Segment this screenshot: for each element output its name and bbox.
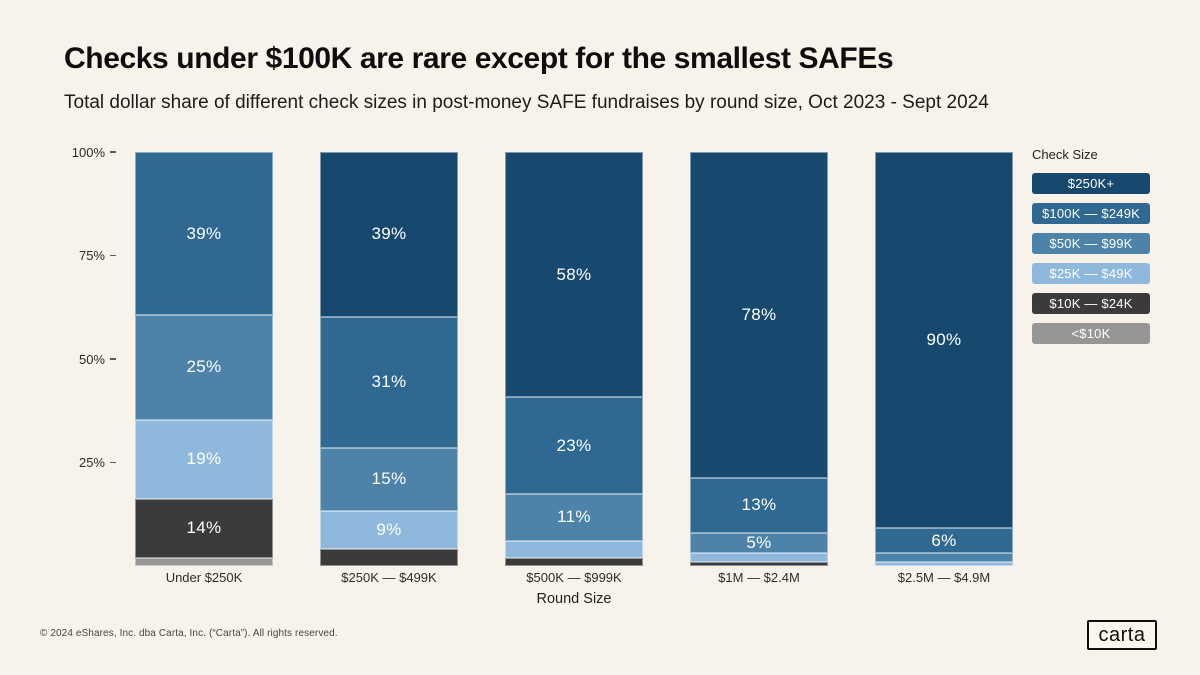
segment-value-label: 90% [926,330,962,350]
segment-value-label: 78% [741,305,777,325]
y-tick: 50% [38,351,116,367]
bar-segment: 5% [690,532,828,554]
bar-segment: 31% [320,316,458,448]
bar-segment: 39% [135,152,273,316]
bar-segment [135,557,273,566]
bar-segment [875,561,1013,566]
bar-segment: 39% [320,152,458,317]
bar-column: 58% 23% 11% [505,152,643,566]
segment-value-label: 58% [556,264,592,284]
legend-item: $10K — $24K [1032,293,1150,314]
legend-title: Check Size [1032,147,1098,162]
y-tick: 100% [38,144,116,160]
legend-item: $50K — $99K [1032,233,1150,254]
y-tick-mark [110,358,116,360]
bar-segment [875,553,1013,562]
legend-item: <$10K [1032,323,1150,344]
bar-segment: 9% [320,511,458,550]
y-tick-label: 75% [78,248,105,263]
y-tick: 25% [38,455,116,471]
bar-segment: 14% [135,499,273,558]
bar-segment [320,549,458,566]
segment-value-label: 39% [371,224,407,244]
bar-column: 78% 13% 5% [690,152,828,566]
y-tick: 75% [38,248,116,264]
bar-column: 90% 6% [875,152,1013,566]
y-tick-label: 25% [78,455,105,470]
bar-segment [505,540,643,558]
x-tick-label: $2.5M — $4.9M [897,570,991,585]
segment-value-label: 39% [186,223,222,243]
segment-value-label: 9% [376,520,402,540]
bar-segment: 78% [690,152,828,479]
bar-segment: 25% [135,315,273,420]
bar-segment: 11% [505,494,643,541]
segment-value-label: 14% [186,518,222,538]
x-axis-title: Round Size [536,591,612,607]
footer-copyright: © 2024 eShares, Inc. dba Carta, Inc. (“C… [40,628,338,639]
bar-segment: 90% [875,152,1013,529]
carta-logo: carta [1087,620,1157,650]
segment-value-label: 25% [186,357,222,377]
bar-segment [690,561,828,566]
segment-value-label: 19% [186,449,222,469]
bar-segment: 13% [690,478,828,533]
bar-column: 39% 31% 15% 9% [320,152,458,566]
x-tick-label: $500K — $999K [526,570,622,585]
chart-subtitle: Total dollar share of different check si… [64,92,989,113]
y-tick-mark [110,151,116,153]
plot-area: 39% 25% 19% 14% 39% 31% 15% 9% 58% 23% 11% 78% 13% 5%… [135,152,1013,566]
y-tick-mark [110,254,116,257]
x-tick-label: $250K — $499K [341,570,437,585]
bar-segment: 15% [320,447,458,512]
bar-segment: 23% [505,397,643,495]
bar-segment: 58% [505,152,643,398]
bar-segment: 19% [135,419,273,500]
y-tick-label: 50% [78,351,105,367]
bar-segment [690,553,828,562]
bar-segment: 6% [875,528,1013,554]
legend-item: $100K — $249K [1032,203,1150,224]
carta-logo-text: carta [1098,623,1146,646]
segment-value-label: 31% [371,372,407,392]
segment-value-label: 11% [557,507,591,527]
segment-value-label: 5% [746,532,772,552]
legend-item: $250K+ [1032,173,1150,194]
x-tick-label: Under $250K [165,570,243,585]
y-tick-label: 100% [71,144,105,160]
legend-items: $250K+ $100K — $249K $50K — $99K $25K — $49… [1032,173,1150,344]
bar-segment [505,557,643,566]
chart-title: Checks under $100K are rare except for t… [64,42,894,75]
segment-value-label: 15% [371,469,407,489]
x-tick-label: $1M — $2.4M [718,570,800,585]
bar-column: 39% 25% 19% 14% [135,152,273,566]
legend: Check Size $250K+ $100K — $249K $50K — $99… [1032,147,1150,353]
segment-value-label: 13% [741,495,777,515]
segment-value-label: 23% [556,435,592,455]
segment-value-label: 6% [931,530,957,550]
legend-item: $25K — $49K [1032,263,1150,284]
y-tick-mark [110,461,116,464]
